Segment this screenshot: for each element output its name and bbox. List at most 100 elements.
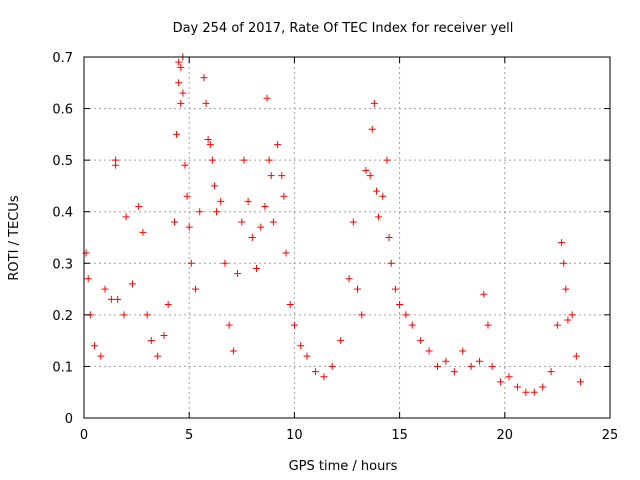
data-point xyxy=(484,321,492,329)
data-point xyxy=(164,301,172,309)
chart-title: Day 254 of 2017, Rate Of TEC Index for r… xyxy=(173,21,514,36)
data-point xyxy=(114,295,122,303)
data-point xyxy=(396,301,404,309)
data-point xyxy=(269,218,277,226)
data-point xyxy=(442,357,450,365)
data-point xyxy=(560,259,568,267)
data-point xyxy=(160,331,168,339)
y-tick-label: 0.2 xyxy=(52,309,73,324)
data-point xyxy=(217,197,225,205)
data-point xyxy=(248,234,256,241)
y-tick-label: 0.6 xyxy=(52,103,73,118)
data-point xyxy=(139,228,147,236)
data-point xyxy=(183,192,191,200)
data-point xyxy=(562,285,570,293)
data-point xyxy=(286,301,294,309)
data-point xyxy=(362,166,370,174)
data-point xyxy=(476,357,484,365)
data-point xyxy=(311,368,319,376)
data-point xyxy=(210,182,218,190)
y-axis-label: ROTI / TECUs xyxy=(7,195,22,280)
data-point xyxy=(206,141,214,149)
data-point xyxy=(320,373,328,381)
y-tick-label: 0.5 xyxy=(52,154,73,169)
data-point xyxy=(383,156,391,164)
data-point xyxy=(368,125,376,133)
data-point xyxy=(349,218,357,226)
data-point xyxy=(244,197,252,205)
y-tick-label: 0.1 xyxy=(52,360,73,375)
data-point xyxy=(547,368,555,376)
data-point xyxy=(229,347,237,355)
data-point xyxy=(267,172,275,180)
data-point xyxy=(282,249,290,257)
data-point xyxy=(120,311,128,319)
data-point xyxy=(497,378,505,386)
data-point xyxy=(173,130,181,138)
data-point xyxy=(467,362,475,370)
data-point xyxy=(185,223,193,231)
data-point xyxy=(154,352,162,360)
x-tick-label: 25 xyxy=(602,428,619,443)
axis-ticks: 0 5 10 15 20 25 0 0.1 0.2 0.3 0.4 0.5 0.6 0.7 xyxy=(52,51,618,443)
data-point xyxy=(402,311,410,319)
data-point xyxy=(177,63,185,71)
data-point xyxy=(181,161,189,169)
data-point xyxy=(488,362,496,370)
data-point xyxy=(417,337,425,345)
data-point xyxy=(539,383,547,391)
data-point xyxy=(101,285,109,293)
data-point xyxy=(147,337,155,345)
data-point xyxy=(337,337,345,345)
grid xyxy=(84,57,610,418)
data-point xyxy=(297,342,305,350)
data-point xyxy=(204,136,212,144)
data-point xyxy=(354,285,362,293)
data-point xyxy=(530,388,538,396)
data-point xyxy=(290,321,298,329)
data-point xyxy=(112,156,120,164)
data-point xyxy=(253,264,261,272)
data-point xyxy=(568,311,576,319)
data-point xyxy=(143,311,151,319)
data-point xyxy=(408,321,416,329)
data-point xyxy=(450,368,458,376)
data-point xyxy=(433,362,441,370)
data-point xyxy=(240,156,248,164)
data-point xyxy=(505,373,513,381)
y-tick-label: 0.4 xyxy=(52,206,73,221)
data-point xyxy=(225,321,233,329)
data-point xyxy=(558,239,566,247)
data-point xyxy=(97,352,105,360)
data-point xyxy=(208,156,216,164)
data-point xyxy=(387,259,395,267)
data-point xyxy=(391,285,399,293)
data-point xyxy=(522,388,530,396)
data-point xyxy=(480,290,488,298)
data-point xyxy=(238,218,246,226)
data-point xyxy=(175,79,183,87)
data-point xyxy=(577,378,585,386)
data-point xyxy=(135,203,143,211)
data-point xyxy=(234,270,242,278)
data-point xyxy=(366,172,374,180)
data-point xyxy=(274,141,282,149)
data-point xyxy=(177,99,185,107)
data-point xyxy=(202,99,210,107)
data-point xyxy=(192,285,200,293)
data-point xyxy=(278,172,286,180)
data-point xyxy=(170,218,178,226)
data-point xyxy=(213,208,221,216)
x-tick-label: 0 xyxy=(80,428,88,443)
data-point xyxy=(265,156,273,164)
data-point xyxy=(513,383,521,391)
data-point xyxy=(221,259,229,267)
data-point xyxy=(553,321,561,329)
data-point xyxy=(196,208,204,216)
data-point xyxy=(187,259,195,267)
data-point xyxy=(372,187,380,195)
y-tick-label: 0.7 xyxy=(52,51,73,66)
data-point xyxy=(84,275,92,283)
data-points xyxy=(82,53,585,396)
